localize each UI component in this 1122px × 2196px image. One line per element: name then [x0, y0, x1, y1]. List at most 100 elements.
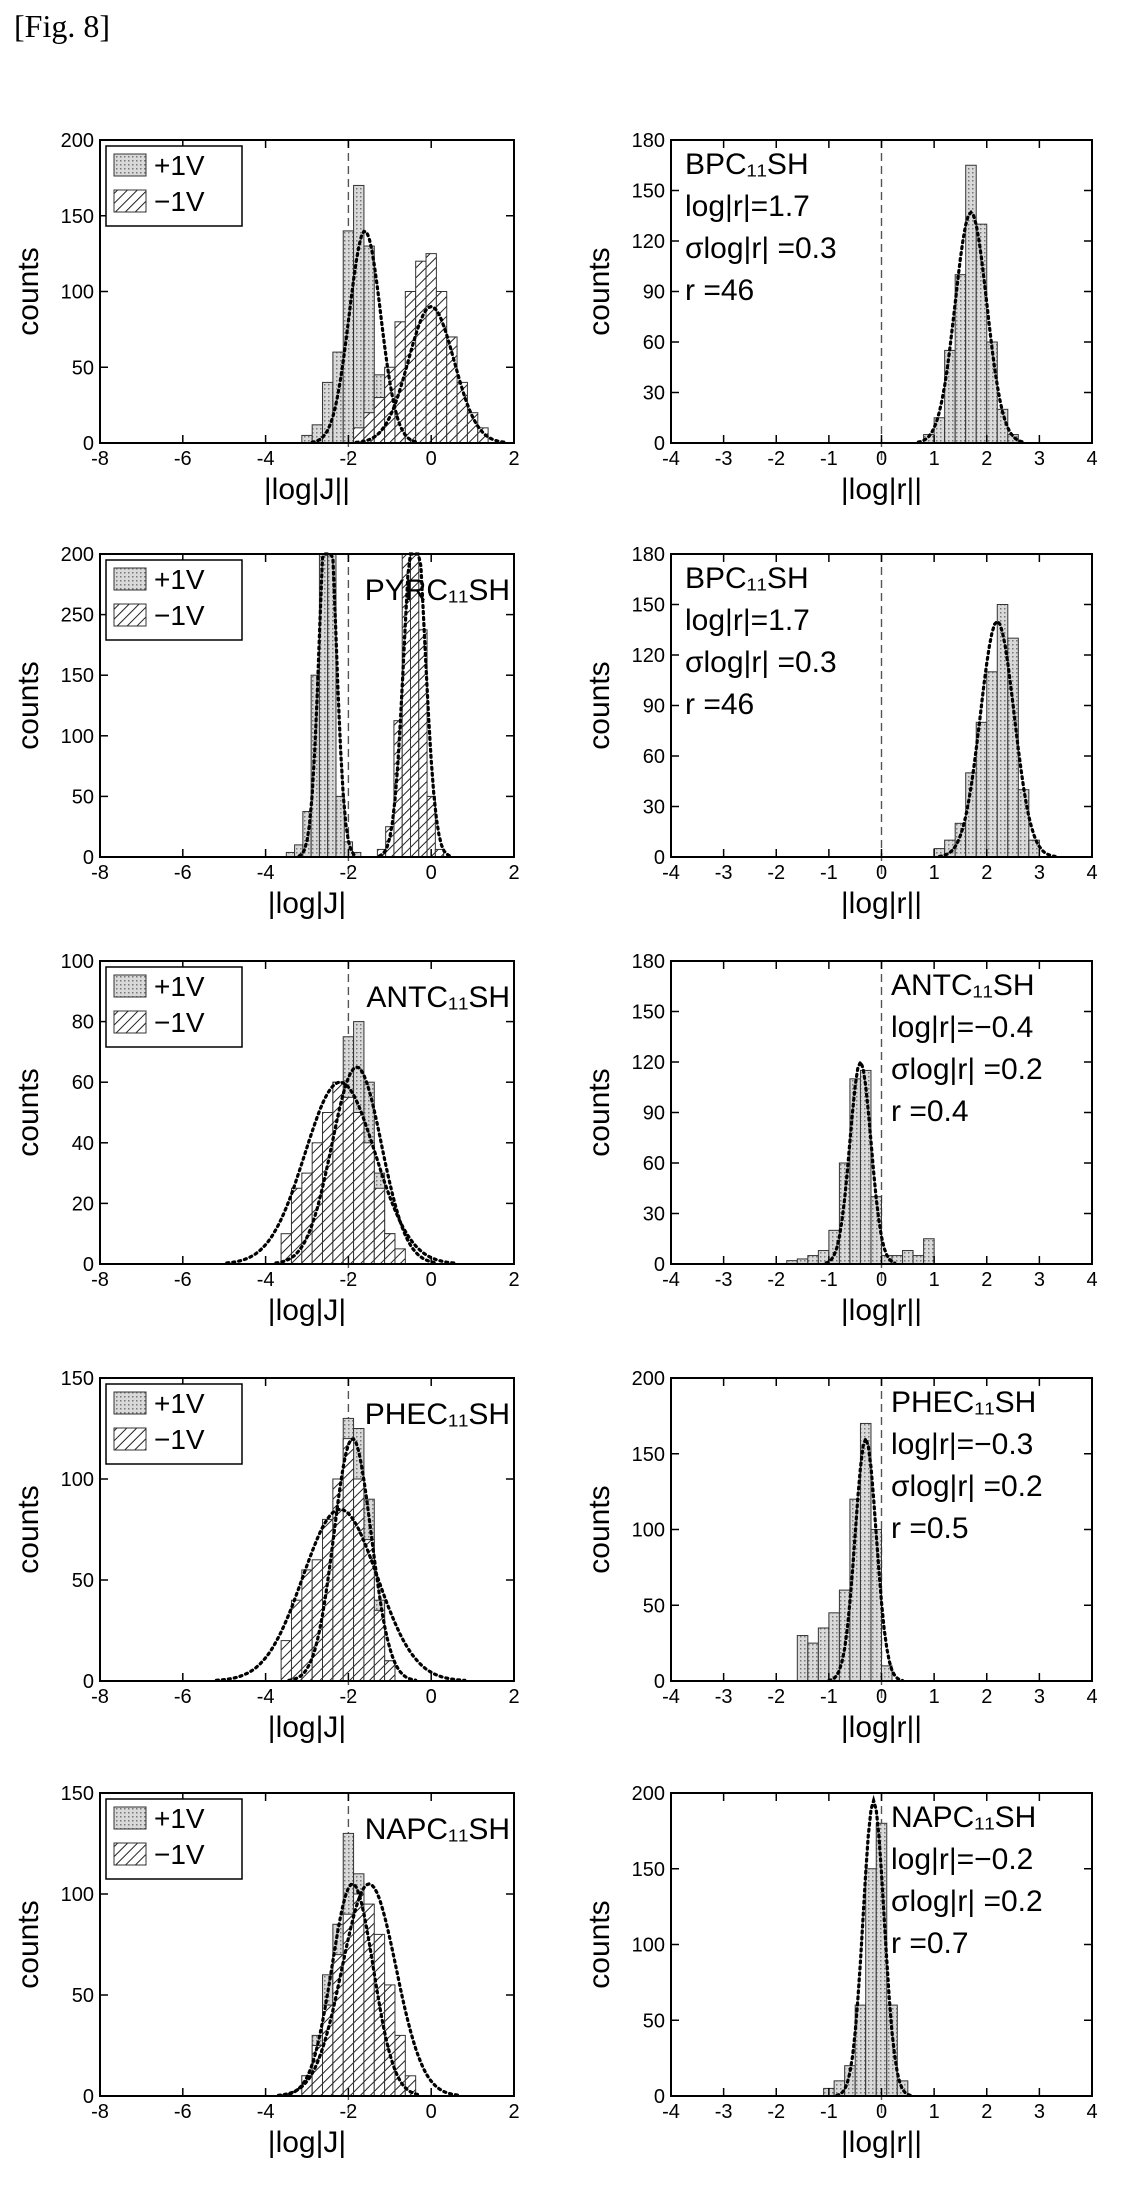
x-tick-label: -3 [715, 862, 733, 884]
y-tick-label: 150 [61, 1368, 94, 1390]
histogram-bar [986, 671, 998, 858]
y-tick-label: 150 [632, 1002, 665, 1024]
y-tick-label: 40 [72, 1133, 94, 1155]
x-tick-label: -8 [91, 2101, 109, 2123]
gaussian-fit-curve [937, 618, 1057, 858]
y-axis-label: counts [583, 661, 616, 749]
annotation-line: σlog|r| =0.2 [891, 1885, 1043, 1918]
histogram-bar [912, 1255, 925, 1265]
x-tick-label: 3 [1034, 2101, 1045, 2123]
histogram-bar [986, 341, 998, 444]
histogram-bar [363, 1142, 375, 1265]
histogram-bar [902, 1250, 914, 1265]
x-tick-label: -6 [174, 2101, 192, 2123]
x-tick-label: -8 [91, 1686, 109, 1708]
figure-label: [Fig. 8] [14, 8, 110, 44]
x-tick-label: 0 [876, 448, 887, 470]
annotation-line: log|r|=1.7 [685, 604, 810, 637]
gaussian-fit-curve [274, 1065, 438, 1265]
x-tick-label: -3 [715, 448, 733, 470]
legend-label-neg: −1V [154, 1424, 205, 1455]
annotation-line: σlog|r| =0.3 [685, 646, 837, 679]
histogram-bar [353, 1112, 365, 1265]
legend-swatch-neg [113, 1427, 147, 1451]
series-ratio [923, 164, 1019, 444]
legend-swatch-pos [113, 1806, 147, 1830]
y-axis-label: counts [12, 1485, 45, 1573]
x-tick-label: 2 [508, 862, 519, 884]
x-tick-label: -8 [91, 862, 109, 884]
annotation-line: r =46 [685, 274, 754, 307]
gaussian-fit-curve [276, 1882, 462, 2097]
plot-frame [99, 1792, 515, 2097]
gaussian-fit-curve [287, 1437, 418, 1682]
x-tick-label: -2 [340, 1269, 358, 1291]
x-tick-label: 2 [981, 1686, 992, 1708]
x-tick-label: 4 [1086, 1269, 1097, 1291]
gaussian-fit-curve [225, 1080, 457, 1265]
x-tick-label: -3 [715, 1269, 733, 1291]
x-tick-label: -4 [257, 1686, 275, 1708]
y-tick-label: 0 [83, 1671, 94, 1693]
annotation-line: BPC₁₁SH [685, 148, 809, 181]
y-tick-label: 150 [61, 665, 94, 687]
legend-label-pos: +1V [154, 1803, 205, 1834]
molecule-label: ANTC₁₁SH [366, 981, 510, 1014]
x-tick-label: 2 [508, 1686, 519, 1708]
x-tick-label: 3 [1034, 862, 1045, 884]
x-tick-label: -2 [340, 448, 358, 470]
histogram-bar [384, 1660, 396, 1682]
y-tick-label: 200 [61, 544, 94, 566]
panel-J-1: -8 -6 -4 -2 0 2050100150200|log|J||counts+1V−… [12, 130, 520, 506]
panel-R-2: -4 -3 -2 -1 0 1 2 3 4 0 30 60 90 120 150 180 |log|r|| cou… [583, 544, 1098, 920]
annotation-line: r =46 [685, 688, 754, 721]
y-tick-label: 150 [632, 1859, 665, 1881]
series-neg [301, 1893, 417, 2097]
annotation-line: r =0.7 [891, 1927, 969, 1960]
x-tick-label: -1 [820, 2101, 838, 2123]
y-tick-label: 120 [632, 231, 665, 253]
histogram-bar [418, 629, 428, 858]
y-tick-label: 50 [72, 357, 94, 379]
x-tick-label: 0 [876, 1269, 887, 1291]
x-tick-label: -6 [174, 448, 192, 470]
histogram-bar [849, 1078, 861, 1265]
histogram-bar [373, 1933, 386, 2097]
y-axis-label: counts [12, 1068, 45, 1156]
annotation-line: log|r|=−0.4 [891, 1011, 1033, 1044]
legend-swatch-pos [113, 974, 147, 998]
legend-label-neg: −1V [154, 1839, 205, 1870]
histogram-bar [384, 1233, 396, 1265]
histogram-bar [456, 381, 468, 444]
x-tick-label: -2 [340, 2101, 358, 2123]
histogram-bar [342, 230, 355, 444]
y-tick-label: 250 [61, 605, 94, 627]
y-tick-label: 100 [632, 1520, 665, 1542]
histogram-bar [944, 349, 956, 444]
x-tick-label: 4 [1086, 448, 1097, 470]
molecule-label: PHEC₁₁SH [365, 1398, 510, 1431]
series-ratio [933, 604, 1040, 858]
legend-swatch-neg [113, 189, 147, 213]
panel-J-4: -8 -6 -4 -2 0 2050100150|log|J|counts+1V−1VPH… [12, 1368, 520, 1744]
gaussian-fit-curve [214, 1507, 467, 1682]
y-tick-label: 100 [61, 1884, 94, 1906]
histogram-bar [870, 1529, 882, 1682]
plot-frame [99, 960, 515, 1265]
x-tick-label: -1 [820, 1269, 838, 1291]
x-axis-label: |log|J| [268, 887, 346, 920]
annotation-line: log|r|=−0.3 [891, 1428, 1033, 1461]
y-tick-label: 100 [61, 1469, 94, 1491]
x-axis-label: |log|r|| [841, 473, 922, 506]
y-tick-label: 150 [61, 206, 94, 228]
legend-label-neg: −1V [154, 1007, 205, 1038]
legend-swatch-neg [113, 1842, 147, 1866]
x-axis-label: |log|r|| [841, 887, 922, 920]
gaussian-fit-curve [827, 1433, 905, 1683]
panel-R-4: -4 -3 -2 -1 0 1 2 3 4 0 50 100 150 200 |log|r|| counts P… [583, 1368, 1098, 1744]
legend-swatch-pos [113, 153, 147, 177]
legend-swatch-pos [113, 1391, 147, 1415]
annotation-line: ANTC₁₁SH [891, 969, 1035, 1002]
y-tick-label: 0 [654, 847, 665, 869]
legend: +1V−1V [105, 145, 243, 227]
